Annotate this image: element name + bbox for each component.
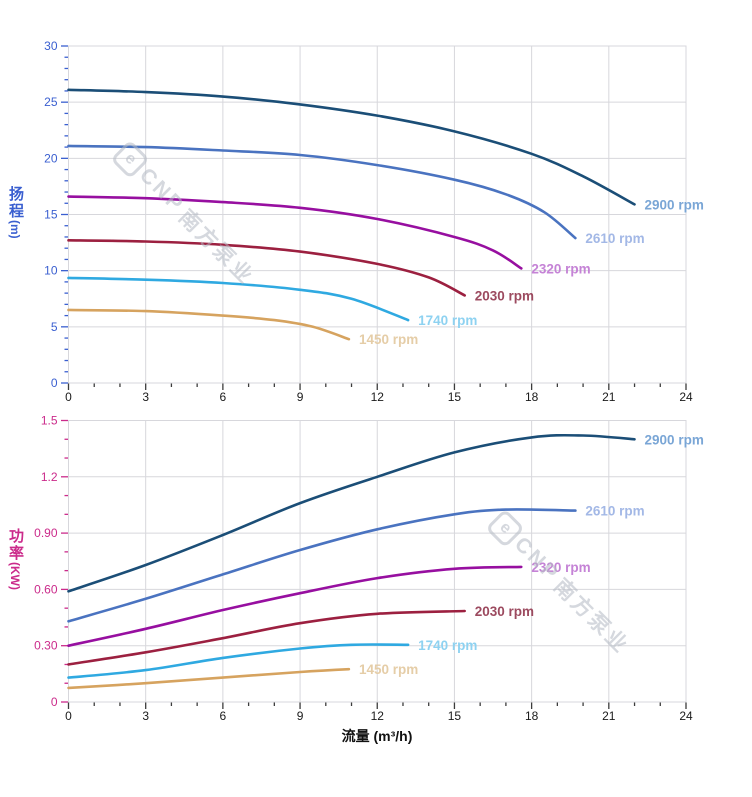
curve-1450-head-curves	[67, 308, 351, 341]
curve-label-2900: 2900 rpm	[645, 432, 704, 447]
x-tick-label: 12	[371, 390, 385, 404]
curve-label-2610: 2610 rpm	[585, 504, 644, 519]
curve-label-1740: 1740 rpm	[418, 313, 477, 328]
x-tick-label: 6	[220, 709, 227, 723]
x-tick-label: 0	[65, 709, 72, 723]
curve-label-1740: 1740 rpm	[418, 638, 477, 653]
x-tick-label: 21	[602, 709, 616, 723]
x-tick-label: 9	[297, 390, 304, 404]
curve-2610-power-curves	[67, 508, 577, 623]
x-tick-label: 12	[371, 709, 385, 723]
curve-1740-head-curves	[67, 276, 410, 322]
curve-2900-power-curves	[67, 433, 636, 593]
curve-label-2030: 2030 rpm	[475, 288, 534, 303]
curve-label-2320: 2320 rpm	[531, 261, 590, 276]
y-tick-label: 1.2	[41, 470, 58, 484]
curve-2320-head-curves	[67, 195, 523, 270]
x-tick-label: 3	[142, 390, 149, 404]
head-axis-unit: (m)	[8, 220, 22, 239]
x-tick-label: 9	[297, 709, 304, 723]
y-tick-label: 10	[44, 264, 58, 278]
y-tick-label: 0	[51, 695, 58, 709]
flow-axis-title: 流量 (m³/h)	[341, 728, 413, 744]
y-tick-label: 5	[51, 320, 58, 334]
x-tick-label: 21	[602, 390, 616, 404]
head-axis-title: 扬程(m)	[7, 186, 24, 239]
y-tick-label: 0.30	[34, 639, 58, 653]
x-tick-label: 3	[142, 709, 149, 723]
y-tick-label: 30	[44, 39, 58, 53]
head-axis-title-text: 扬程	[7, 186, 24, 220]
curve-label-2030: 2030 rpm	[475, 604, 534, 619]
x-tick-label: 24	[679, 390, 693, 404]
curve-1740-power-curves	[67, 643, 410, 679]
curve-label-1450: 1450 rpm	[359, 662, 418, 677]
curve-label-1450: 1450 rpm	[359, 332, 418, 347]
curve-2030-head-curves	[67, 239, 466, 297]
y-tick-label: 1.5	[41, 414, 58, 428]
y-tick-label: 0	[51, 376, 58, 390]
curve-label-2900: 2900 rpm	[645, 197, 704, 212]
power-axis-title-text: 功率	[7, 528, 24, 562]
curve-2610-head-curves	[67, 144, 577, 240]
x-tick-label: 24	[679, 709, 693, 723]
power-axis-unit: (KW)	[8, 562, 22, 590]
x-tick-label: 15	[448, 709, 462, 723]
y-tick-label: 20	[44, 151, 58, 165]
y-tick-label: 15	[44, 208, 58, 222]
curve-1450-power-curves	[67, 667, 351, 690]
x-tick-label: 18	[525, 709, 539, 723]
x-tick-label: 6	[220, 390, 227, 404]
x-tick-label: 15	[448, 390, 462, 404]
x-tick-label: 0	[65, 390, 72, 404]
curve-2900-head-curves	[67, 88, 636, 206]
power-axis-title: 功率(KW)	[7, 528, 24, 590]
curve-2320-power-curves	[67, 565, 523, 647]
curve-2030-power-curves	[67, 609, 466, 666]
y-tick-label: 25	[44, 95, 58, 109]
curve-label-2610: 2610 rpm	[585, 231, 644, 246]
y-tick-label: 0.60	[34, 582, 58, 596]
y-tick-label: 0.90	[34, 526, 58, 540]
curve-label-2320: 2320 rpm	[531, 560, 590, 575]
x-tick-label: 18	[525, 390, 539, 404]
